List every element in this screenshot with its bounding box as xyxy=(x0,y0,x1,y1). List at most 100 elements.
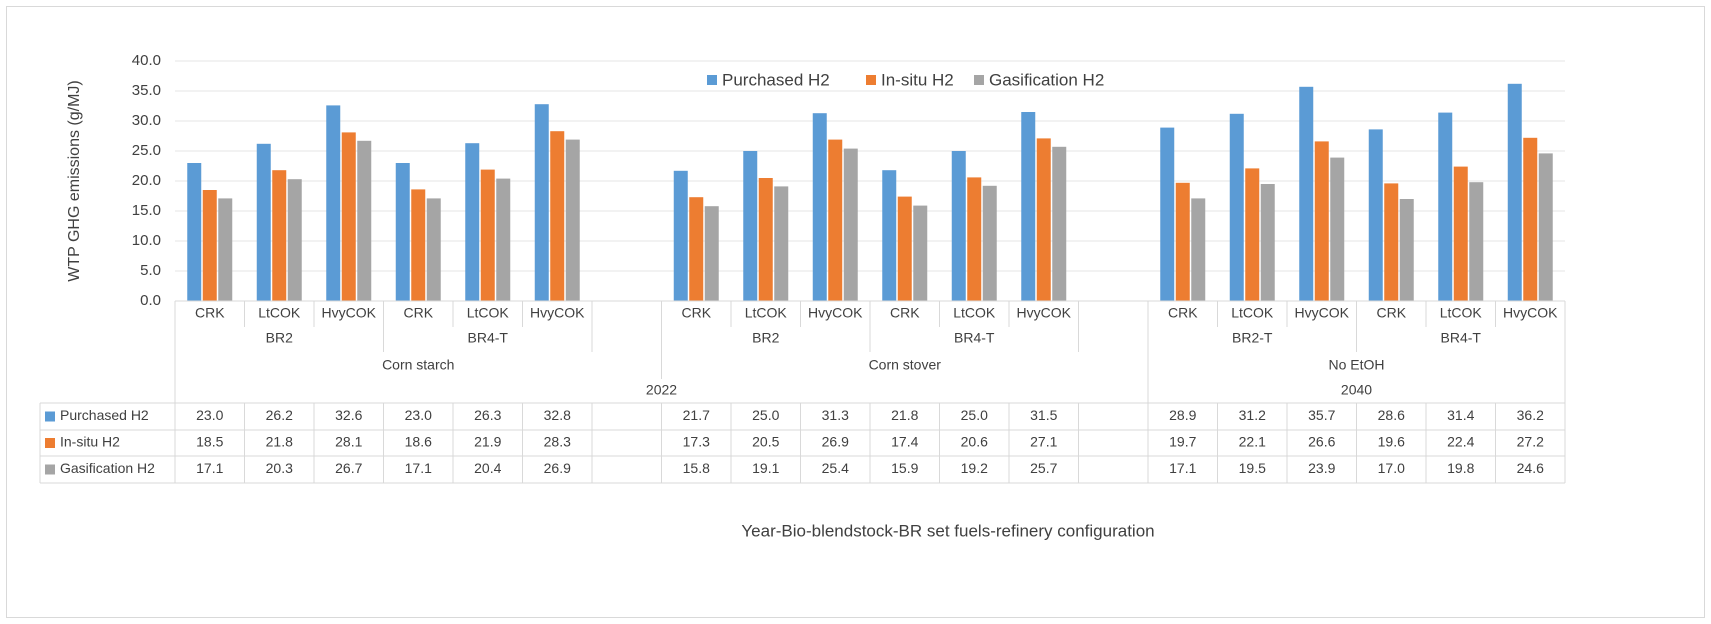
bar xyxy=(1191,198,1206,301)
table-key xyxy=(45,438,55,448)
y-tick-label: 5.0 xyxy=(140,262,161,279)
table-cell: 17.0 xyxy=(1378,460,1405,476)
table-cell: 22.4 xyxy=(1447,434,1474,450)
table-cell: 26.3 xyxy=(474,407,501,423)
table-cell: 36.2 xyxy=(1517,407,1544,423)
bar xyxy=(689,197,704,301)
table-series-name: Gasification H2 xyxy=(60,460,155,476)
table-cell: 17.4 xyxy=(891,434,918,450)
category-label: HvyCOK xyxy=(1295,305,1350,321)
y-tick-label: 40.0 xyxy=(132,52,161,69)
table-cell: 19.1 xyxy=(752,460,779,476)
bar xyxy=(426,198,441,301)
bar xyxy=(1052,146,1067,301)
bar xyxy=(341,132,356,301)
table-cell: 21.9 xyxy=(474,434,501,450)
category-label: LtCOK xyxy=(258,305,301,321)
y-tick-label: 15.0 xyxy=(132,202,161,219)
legend-swatch xyxy=(866,75,876,85)
bar xyxy=(812,113,827,301)
bar xyxy=(357,140,372,301)
bar xyxy=(982,185,997,301)
table-cell: 31.4 xyxy=(1447,407,1474,423)
y-tick-label: 30.0 xyxy=(132,112,161,129)
table-cell: 17.1 xyxy=(405,460,432,476)
table-cell: 18.5 xyxy=(196,434,223,450)
bar xyxy=(1036,138,1051,301)
table-cell: 26.9 xyxy=(544,460,571,476)
category-label: BR2 xyxy=(752,330,779,346)
bar xyxy=(187,163,202,301)
y-tick-label: 25.0 xyxy=(132,142,161,159)
category-label: BR4-T xyxy=(1441,330,1482,346)
table-cell: 21.8 xyxy=(266,434,293,450)
bar xyxy=(1469,182,1484,301)
bar xyxy=(1538,153,1553,301)
category-label: CRK xyxy=(1168,305,1198,321)
table-cell: 18.6 xyxy=(405,434,432,450)
bar xyxy=(1021,112,1036,301)
category-label: CRK xyxy=(195,305,225,321)
table-cell: 27.2 xyxy=(1517,434,1544,450)
legend-label: Purchased H2 xyxy=(722,70,830,89)
bar xyxy=(758,178,773,301)
bar xyxy=(743,151,758,301)
bar xyxy=(1523,137,1538,301)
table-cell: 17.3 xyxy=(683,434,710,450)
table-cell: 31.3 xyxy=(822,407,849,423)
bar xyxy=(496,178,511,301)
legend-label: In-situ H2 xyxy=(881,70,954,89)
bar xyxy=(480,169,495,301)
category-label: CRK xyxy=(1376,305,1406,321)
bar xyxy=(967,177,982,301)
bar xyxy=(1299,86,1314,301)
table-cell: 25.4 xyxy=(822,460,849,476)
bar xyxy=(256,143,271,301)
table-cell: 23.9 xyxy=(1308,460,1335,476)
bar xyxy=(287,179,302,301)
table-cell: 25.0 xyxy=(961,407,988,423)
table-cell: 19.2 xyxy=(961,460,988,476)
table-cell: 20.3 xyxy=(266,460,293,476)
bar xyxy=(1507,83,1522,301)
bar xyxy=(1260,184,1275,301)
category-label: HvyCOK xyxy=(530,305,585,321)
table-cell: 31.5 xyxy=(1030,407,1057,423)
bar xyxy=(565,139,580,301)
category-label: CRK xyxy=(681,305,711,321)
chart-frame xyxy=(6,6,1705,618)
category-label: BR2 xyxy=(266,330,293,346)
table-cell: 15.9 xyxy=(891,460,918,476)
category-label: LtCOK xyxy=(1440,305,1483,321)
table-cell: 19.7 xyxy=(1169,434,1196,450)
table-cell: 25.0 xyxy=(752,407,779,423)
table-cell: 28.6 xyxy=(1378,407,1405,423)
table-cell: 28.1 xyxy=(335,434,362,450)
category-label: CRK xyxy=(890,305,920,321)
bar xyxy=(218,198,233,301)
y-tick-label: 0.0 xyxy=(140,292,161,309)
y-tick-label: 20.0 xyxy=(132,172,161,189)
legend-swatch xyxy=(974,75,984,85)
category-label: LtCOK xyxy=(953,305,996,321)
category-label: 2022 xyxy=(646,382,677,398)
y-axis-title: WTP GHG emissions (g/MJ) xyxy=(66,80,83,282)
table-cell: 26.2 xyxy=(266,407,293,423)
bar xyxy=(828,139,843,301)
category-label: BR2-T xyxy=(1232,330,1273,346)
category-label: HvyCOK xyxy=(1017,305,1072,321)
table-cell: 19.5 xyxy=(1239,460,1266,476)
table-cell: 24.6 xyxy=(1517,460,1544,476)
category-label: HvyCOK xyxy=(322,305,377,321)
table-key xyxy=(45,411,55,422)
table-cell: 25.7 xyxy=(1030,460,1057,476)
table-key xyxy=(45,464,55,475)
table-cell: 26.9 xyxy=(822,434,849,450)
table-cell: 31.2 xyxy=(1239,407,1266,423)
category-label: No EtOH xyxy=(1328,357,1384,373)
category-label: LtCOK xyxy=(1231,305,1274,321)
table-cell: 35.7 xyxy=(1308,407,1335,423)
table-cell: 23.0 xyxy=(196,407,223,423)
